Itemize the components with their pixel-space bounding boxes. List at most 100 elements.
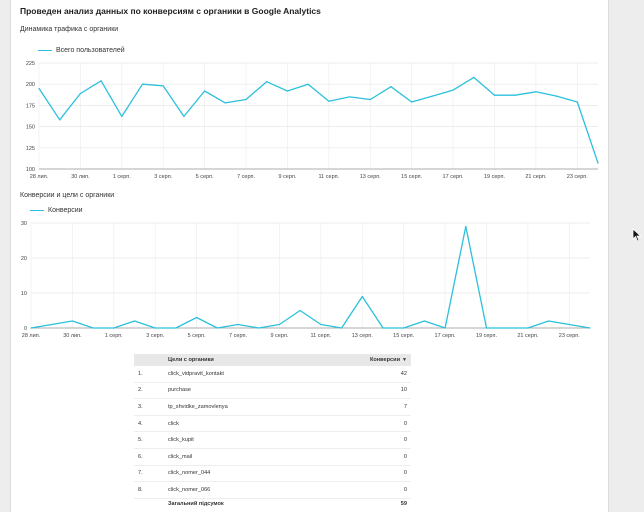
data-point xyxy=(506,327,508,329)
row-index: 6. xyxy=(134,448,164,466)
row-index: 1. xyxy=(134,366,164,383)
data-point xyxy=(382,327,384,329)
data-point xyxy=(133,320,136,322)
data-point xyxy=(121,115,123,118)
x-tick-label: 3 серп. xyxy=(146,333,164,339)
row-index: 8. xyxy=(134,481,164,499)
x-tick-label: 9 серп. xyxy=(278,174,296,180)
legend-line-swatch xyxy=(30,209,44,212)
row-index: 4. xyxy=(134,415,164,433)
x-tick-label: 5 серп. xyxy=(196,174,214,180)
table-row[interactable]: 3. tp_shvidke_zamovlenya 7 xyxy=(134,398,411,416)
table-row[interactable]: 4. click 0 xyxy=(134,415,411,433)
data-point xyxy=(411,101,413,103)
data-point xyxy=(390,86,392,88)
x-tick-label: 21 серп. xyxy=(525,174,546,180)
y-tick-label: 225 xyxy=(26,61,35,67)
header-conversions-label: Конверсии xyxy=(369,357,401,363)
goals-table: Цели с органики Конверсии ▼ 1. click_vidpr… xyxy=(134,354,411,510)
data-point xyxy=(71,320,74,322)
y-tick-label: 100 xyxy=(26,167,35,173)
data-point xyxy=(576,101,578,103)
goal-name: click_nomer_066 xyxy=(164,481,313,499)
table-row[interactable]: 2. purchase 10 xyxy=(134,382,411,400)
data-point xyxy=(535,91,537,93)
data-point xyxy=(141,83,144,85)
goal-conversions: 0 xyxy=(312,431,411,449)
data-point xyxy=(473,76,475,79)
table-row[interactable]: 8. click_nomer_066 0 xyxy=(134,481,411,499)
conversions-chart[interactable]: 0 10 20 30 28 лип. 30 лип. 1 серп. 3 серп. 5 сер… xyxy=(0,0,644,350)
data-point xyxy=(369,98,371,101)
data-point xyxy=(568,323,570,326)
data-point xyxy=(589,327,591,329)
data-point xyxy=(444,327,446,329)
goal-name: click_mail xyxy=(164,448,313,466)
legend-series-label: Всего пользователей xyxy=(56,47,125,54)
goal-name: purchase xyxy=(164,382,313,400)
y-tick-label: 125 xyxy=(26,146,35,152)
x-tick-label: 11 серп. xyxy=(319,174,340,180)
sort-desc-icon: ▼ xyxy=(402,357,407,363)
y-tick-label: 0 xyxy=(24,326,27,332)
data-point xyxy=(38,87,40,90)
table-total-row: Загальний підсумок 59 xyxy=(134,498,411,510)
table-row[interactable]: 6. click_mail 0 xyxy=(134,448,411,466)
traffic-chart[interactable]: 100 125 150 175 200 225 28 лип. 30 лип. 1 серп. 3… xyxy=(0,0,644,190)
x-tick-label: 28 лип. xyxy=(22,333,41,339)
series-line xyxy=(30,225,591,329)
goal-conversions: 0 xyxy=(312,415,411,433)
table-row[interactable]: 5. click_kupit 0 xyxy=(134,431,411,449)
y-tick-label: 10 xyxy=(21,291,27,297)
total-index xyxy=(134,498,164,510)
goal-name: click_nomer_044 xyxy=(164,465,313,483)
header-conversions[interactable]: Конверсии ▼ xyxy=(312,354,411,366)
data-point xyxy=(403,327,405,329)
goal-name: click_kupit xyxy=(164,431,313,449)
traffic-chart-title: Динамика трафика с органики xyxy=(20,26,119,33)
y-tick-label: 20 xyxy=(21,256,27,262)
x-tick-label: 15 серп. xyxy=(393,333,414,339)
data-point xyxy=(299,309,301,312)
mouse-cursor-icon xyxy=(632,228,642,242)
y-tick-label: 150 xyxy=(26,125,35,131)
goal-conversions: 0 xyxy=(312,448,411,466)
data-point xyxy=(183,115,185,118)
report-title: Проведен анализ данных по конверсиям с о… xyxy=(20,6,321,16)
traffic-chart-legend[interactable]: Всего пользователей xyxy=(38,47,125,54)
x-tick-label: 23 серп. xyxy=(567,174,588,180)
x-tick-label: 28 лип. xyxy=(30,174,49,180)
x-tick-label: 5 серп. xyxy=(188,333,206,339)
total-label: Загальний підсумок xyxy=(168,501,224,508)
data-point xyxy=(527,327,529,329)
table-row[interactable]: 7. click_nomer_044 0 xyxy=(134,465,411,483)
header-index xyxy=(134,354,164,366)
x-tick-label: 7 серп. xyxy=(229,333,247,339)
goal-conversions: 42 xyxy=(312,366,411,383)
data-point xyxy=(328,100,330,102)
data-point xyxy=(555,95,558,97)
x-tick-label: 30 лип. xyxy=(71,174,90,180)
x-tick-label: 3 серп. xyxy=(154,174,172,180)
row-index: 5. xyxy=(134,431,164,449)
data-point xyxy=(196,316,198,319)
x-tick-label: 19 серп. xyxy=(476,333,497,339)
total-value: 59 xyxy=(400,501,407,508)
header-goal[interactable]: Цели с органики xyxy=(164,354,313,366)
data-point xyxy=(307,83,309,85)
data-point xyxy=(340,327,343,329)
x-tick-label: 30 лип. xyxy=(63,333,82,339)
data-point xyxy=(216,327,218,329)
data-point xyxy=(162,85,164,87)
x-tick-label: 17 серп. xyxy=(435,333,456,339)
data-point xyxy=(79,92,82,95)
data-point xyxy=(204,90,206,92)
data-point xyxy=(245,98,247,101)
table-row[interactable]: 1. click_vidpravit_kontakt 42 xyxy=(134,366,411,383)
data-point xyxy=(100,80,102,82)
goal-name: click_vidpravit_kontakt xyxy=(164,366,313,383)
row-index: 2. xyxy=(134,382,164,400)
conversions-chart-legend[interactable]: Конверсии xyxy=(30,207,83,214)
x-tick-label: 1 серп. xyxy=(113,174,131,180)
data-point xyxy=(59,119,61,121)
